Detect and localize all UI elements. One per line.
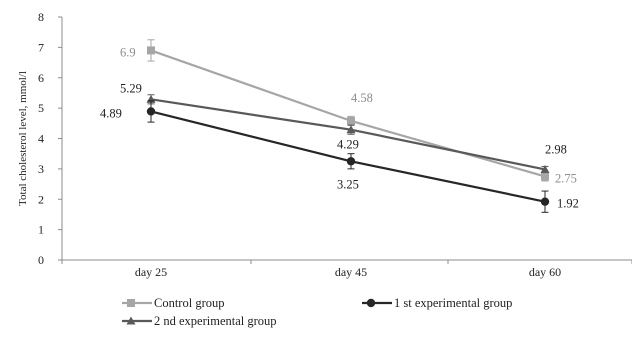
data-point — [146, 107, 156, 116]
series-1 — [146, 100, 550, 213]
legend-label: Control group — [154, 296, 224, 310]
legend-marker — [127, 299, 135, 307]
legend: Control group 1 st experimental group 2 nd… — [122, 296, 512, 328]
data-label: 1.92 — [557, 197, 579, 211]
x-tick-label: day 45 — [335, 265, 367, 279]
data-label: 6.9 — [120, 45, 136, 59]
data-label: 2.75 — [555, 171, 577, 185]
y-tick-label: 8 — [38, 10, 44, 24]
data-label: 4.89 — [100, 106, 122, 120]
data-point — [147, 46, 155, 55]
legend-item: 1 st experimental group — [362, 296, 512, 310]
data-label: 2.98 — [545, 142, 567, 156]
series-layer — [146, 39, 550, 213]
y-axis-title: Total cholesterol level, mmol/l — [17, 71, 29, 206]
y-tick-label: 0 — [38, 253, 44, 267]
data-point — [347, 116, 355, 125]
legend-marker — [126, 316, 136, 325]
y-tick-label: 1 — [38, 223, 44, 237]
data-point — [541, 172, 549, 181]
axes-layer: 0 1 2 3 4 5 6 7 8 day 25 day 45 day 60 Total cholest… — [17, 10, 632, 279]
y-tick-label: 3 — [38, 162, 44, 176]
data-labels-layer: 6.9 4.58 2.75 4.89 3.25 1.92 5.29 4.29 2.98 — [100, 45, 579, 210]
legend-item: 2 nd experimental group — [122, 314, 277, 328]
data-point — [346, 125, 356, 134]
legend-label: 2 nd experimental group — [154, 314, 277, 328]
x-tick-label: day 25 — [135, 265, 167, 279]
data-label: 3.25 — [337, 177, 359, 191]
y-tick-label: 4 — [38, 132, 44, 146]
data-label: 4.58 — [351, 91, 373, 105]
data-point — [540, 197, 550, 206]
data-point — [540, 164, 550, 173]
x-tick-label: day 60 — [529, 265, 561, 279]
y-tick-label: 7 — [38, 40, 44, 54]
y-tick-label: 2 — [38, 192, 44, 206]
data-label: 4.29 — [337, 138, 359, 152]
data-point — [346, 157, 356, 166]
legend-marker — [366, 298, 376, 308]
y-tick-label: 5 — [38, 101, 44, 115]
legend-item: Control group — [122, 296, 224, 310]
y-tick-label: 6 — [38, 71, 44, 85]
legend-label: 1 st experimental group — [394, 296, 512, 310]
data-label: 5.29 — [120, 81, 142, 95]
